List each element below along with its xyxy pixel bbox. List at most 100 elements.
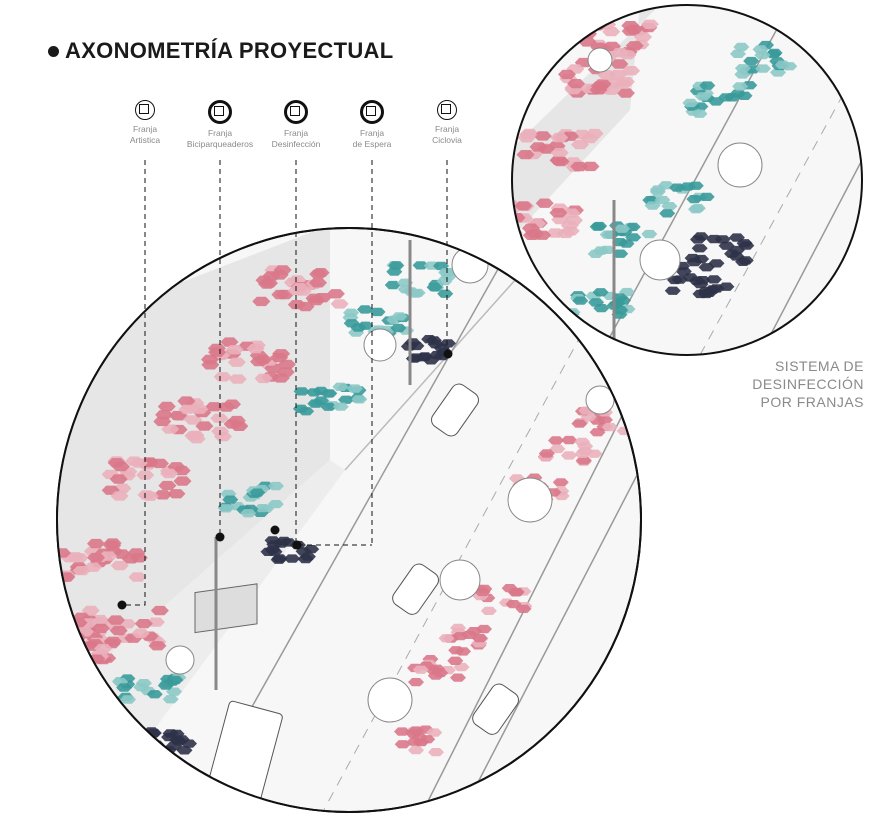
hexagon-tile [692,289,709,299]
tree [363,328,397,362]
hexagon-tile [729,89,746,98]
hexagon-tile [91,623,110,633]
hexagon-tile [57,618,64,628]
hexagon-tile [613,79,632,89]
hexagon-tile [271,554,288,563]
hexagon-tile [394,727,410,736]
tree [439,559,481,601]
hexagon-tile [649,187,666,196]
hexagon-tile [66,552,85,562]
hexagon-tile [480,606,497,615]
hexagon-tile [641,229,658,239]
hexagon-tile [131,628,150,638]
circle-square-bold-icon [284,100,308,124]
hexagon-tile [223,399,241,409]
hexagon-tile [391,312,408,321]
hexagon-tile [390,323,407,333]
hexagon-tile [561,435,578,445]
hexagon-tile [738,241,755,250]
hexagon-tile [252,296,271,307]
hexagon-tile [599,230,616,239]
hexagon-tile [622,66,641,76]
hexagon-tile [589,85,608,95]
hexagon-tile [521,223,540,233]
hexagon-tile [157,401,176,412]
hexagon-tile [190,404,209,414]
hexagon-tile [332,382,349,391]
hexagon-tile [585,128,604,139]
hexagon-tile [505,600,522,609]
hexagon-tile [659,209,676,218]
hexagon-tile [407,353,424,362]
hexagon-tile [705,275,722,284]
hexagon-tile [644,201,661,210]
hexagon-tile [351,395,368,404]
hexagon-tile [550,132,569,143]
hexagon-tile [732,82,749,91]
hexagon-tile [471,633,488,643]
hexagon-tile [184,415,203,425]
hexagon-tile [765,49,782,59]
hexagon-tile [718,241,735,250]
hexagon-tile [612,306,629,315]
hexagon-tile [394,740,411,749]
legend-line1: Franja [132,124,158,134]
hexagon-tile [201,360,220,370]
hexagon-tile [593,246,609,255]
tree [165,645,195,675]
hexagon-tile [679,182,696,191]
hexagon-tile [691,244,708,253]
hexagon-tile [125,456,144,466]
hexagon-tile [428,664,445,673]
hexagon-tile [240,509,257,518]
hexagon-tile [110,560,129,571]
hexagon-tile [161,424,180,434]
hexagon-tile [178,404,197,414]
hexagon-tile [384,280,401,290]
hexagon-tile [162,695,179,704]
hexagon-tile [654,195,671,205]
hexagon-tile [612,238,628,247]
hexagon-tile [313,386,329,395]
hexagon-tile [455,647,471,656]
hexagon-tile [728,252,745,261]
hexagon-tile [332,402,349,411]
hexagon-tile [610,59,629,69]
hexagon-tile [246,343,265,354]
tree [587,47,613,73]
hexagon-tile [205,402,224,412]
hexagon-tile [127,548,146,558]
legend-line1: Franja [207,128,233,138]
hexagon-tile [549,208,568,218]
hexagon-tile [450,673,466,682]
hexagon-tile [210,413,229,423]
hexagon-tile [303,545,320,554]
hexagon-tile [640,19,659,29]
hexagon-tile [220,337,239,347]
hexagon-tile [262,271,281,281]
hexagon-tile [754,51,771,60]
hexagon-tile [426,728,443,737]
hexagon-tile [153,490,172,500]
hexagon-tile [571,419,588,428]
hexagon-tile [109,474,128,484]
legend-line2: Artistica [129,135,161,145]
hexagon-tile [602,27,621,37]
hexagon-tile [228,374,247,384]
hexagon-tile [267,481,284,491]
hexagon-tile [266,540,283,549]
hexagon-tile [408,678,424,687]
hexagon-tile [515,604,532,613]
hexagon-tile [208,347,227,357]
hexagon-tile [558,69,576,80]
leader-lines [122,160,448,606]
hexagon-tile [408,746,424,755]
hexagon-tile [357,305,373,314]
hexagon-tile [59,641,78,651]
hexagon-tile [167,675,184,685]
hexagon-tile [227,357,246,367]
hexagon-tile [612,249,629,258]
hexagon-tile [146,690,163,699]
hexagon-tile [614,224,631,233]
hexagon-tile [39,641,57,650]
